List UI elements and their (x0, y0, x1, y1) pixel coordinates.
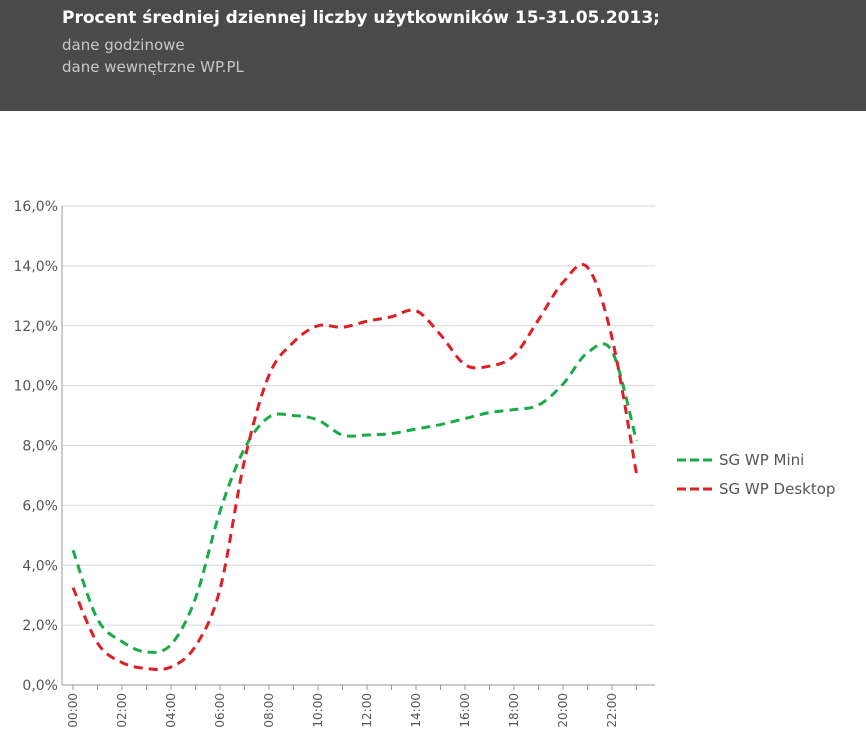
y-tick-label: 6,0% (22, 498, 58, 514)
y-tick-label: 0,0% (22, 678, 58, 694)
x-tick-label: 06:00 (213, 693, 227, 728)
chart-title: Procent średniej dziennej liczby użytkow… (62, 8, 660, 28)
x-tick-label: 10:00 (311, 693, 325, 728)
chart-subtitle-source: dane wewnętrzne WP.PL (62, 58, 244, 76)
header-banner: Procent średniej dziennej liczby użytkow… (0, 0, 866, 111)
x-tick-label: 20:00 (556, 693, 570, 728)
y-tick-label: 14,0% (14, 259, 58, 275)
series-line-sg-wp-desktop (71, 263, 638, 671)
y-tick-label: 10,0% (14, 379, 58, 395)
chart-subtitle-frequency: dane godzinowe (62, 36, 185, 54)
y-tick-label: 8,0% (22, 439, 58, 455)
x-tick-label: 04:00 (164, 693, 178, 728)
y-tick-label: 16,0% (14, 199, 58, 215)
x-tick-label: 14:00 (409, 693, 423, 728)
series-line-sg-wp-mini (71, 342, 638, 654)
legend-label: SG WP Desktop (719, 480, 835, 498)
y-tick-label: 12,0% (14, 319, 58, 335)
x-tick-label: 12:00 (360, 693, 374, 728)
x-tick-label: 08:00 (262, 693, 276, 728)
x-tick-label: 22:00 (605, 693, 619, 728)
x-tick-label: 18:00 (507, 693, 521, 728)
x-tick-label: 02:00 (115, 693, 129, 728)
x-tick-label: 16:00 (458, 693, 472, 728)
y-tick-label: 4,0% (22, 558, 58, 574)
y-tick-label: 2,0% (22, 618, 58, 634)
legend-label: SG WP Mini (719, 451, 804, 469)
x-tick-label: 00:00 (66, 693, 80, 728)
